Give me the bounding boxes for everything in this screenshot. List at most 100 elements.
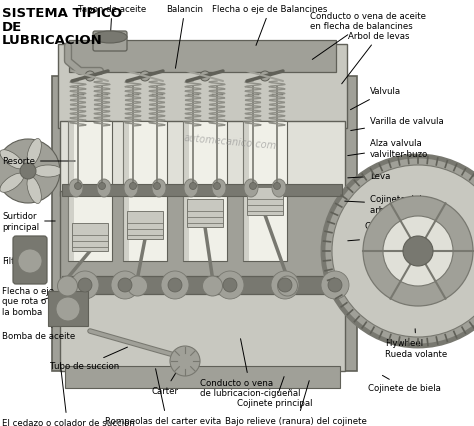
Text: El cedazo o colador de succion
del aceite, evita que la bomba
succione particula: El cedazo o colador de succion del aceit… — [2, 364, 135, 426]
Ellipse shape — [152, 180, 166, 198]
Text: Bomba de aceite: Bomba de aceite — [2, 318, 75, 341]
Ellipse shape — [97, 180, 111, 198]
Circle shape — [161, 271, 189, 299]
Circle shape — [321, 271, 349, 299]
Circle shape — [363, 196, 473, 306]
Text: DE: DE — [2, 21, 22, 34]
Circle shape — [128, 276, 147, 296]
Circle shape — [71, 271, 99, 299]
FancyBboxPatch shape — [13, 236, 47, 284]
Circle shape — [85, 72, 95, 82]
Circle shape — [190, 183, 197, 190]
Text: Cojinete de biela: Cojinete de biela — [368, 375, 441, 393]
Circle shape — [111, 271, 139, 299]
Text: Tubo de succion: Tubo de succion — [50, 347, 128, 371]
Circle shape — [20, 164, 36, 180]
FancyBboxPatch shape — [48, 291, 88, 326]
Ellipse shape — [34, 166, 62, 178]
FancyBboxPatch shape — [123, 122, 167, 262]
Circle shape — [271, 271, 299, 299]
Text: Bajo relieve (ranura) del cojinete
facilita la circulacion del aceite: Bajo relieve (ranura) del cojinete facil… — [225, 381, 367, 426]
FancyBboxPatch shape — [243, 122, 287, 262]
Ellipse shape — [69, 180, 83, 198]
FancyBboxPatch shape — [247, 187, 283, 216]
Ellipse shape — [184, 180, 198, 198]
Text: Filtro: Filtro — [2, 257, 41, 266]
Circle shape — [99, 183, 106, 190]
FancyBboxPatch shape — [52, 77, 357, 371]
Text: Surtidor
principal: Surtidor principal — [2, 212, 55, 231]
Circle shape — [140, 72, 150, 82]
FancyBboxPatch shape — [69, 41, 336, 73]
Text: automecanico.com: automecanico.com — [183, 132, 277, 151]
Text: Rompeolas del carter evita
que el aceite, quede fuera de
area de succion: Rompeolas del carter evita que el aceite… — [105, 369, 233, 426]
Circle shape — [278, 278, 292, 292]
Circle shape — [202, 276, 222, 296]
Circle shape — [216, 271, 244, 299]
FancyBboxPatch shape — [60, 294, 345, 371]
FancyBboxPatch shape — [183, 122, 189, 262]
Circle shape — [57, 276, 78, 296]
FancyBboxPatch shape — [127, 211, 163, 239]
Ellipse shape — [93, 32, 127, 44]
Circle shape — [323, 157, 474, 346]
Text: Conducto o vena
de lubricacion-cigueñal: Conducto o vena de lubricacion-cigueñal — [200, 339, 301, 397]
Text: Cojinete del
arbol de levas: Cojinete del arbol de levas — [345, 195, 431, 214]
FancyBboxPatch shape — [62, 276, 342, 294]
Circle shape — [200, 72, 210, 82]
Circle shape — [223, 278, 237, 292]
Text: Leva: Leva — [348, 172, 391, 181]
FancyBboxPatch shape — [60, 122, 345, 196]
Circle shape — [332, 166, 474, 337]
Text: Valvula: Valvula — [350, 87, 401, 110]
Circle shape — [0, 140, 60, 204]
Text: Flecha o eje
que rota o activa
la bomba: Flecha o eje que rota o activa la bomba — [2, 286, 75, 316]
Circle shape — [249, 183, 256, 190]
Ellipse shape — [0, 150, 24, 170]
Circle shape — [18, 249, 42, 273]
FancyBboxPatch shape — [68, 122, 74, 262]
Circle shape — [170, 346, 200, 376]
Text: Flywheel
Rueda volante: Flywheel Rueda volante — [385, 329, 447, 358]
Circle shape — [273, 183, 281, 190]
FancyBboxPatch shape — [72, 224, 108, 251]
Ellipse shape — [124, 180, 138, 198]
Text: LUBRICACION: LUBRICACION — [2, 34, 103, 47]
Ellipse shape — [272, 180, 286, 198]
Text: Tapon de aceite: Tapon de aceite — [78, 5, 146, 41]
FancyBboxPatch shape — [62, 184, 342, 196]
Text: Resorte: Resorte — [2, 157, 75, 166]
Text: Balancin: Balancin — [166, 5, 203, 69]
FancyBboxPatch shape — [58, 45, 347, 129]
Circle shape — [260, 72, 270, 82]
Text: Carter: Carter — [152, 360, 183, 395]
FancyBboxPatch shape — [60, 192, 345, 296]
Circle shape — [168, 278, 182, 292]
Circle shape — [277, 276, 298, 296]
Circle shape — [328, 278, 342, 292]
Text: Conducto o vena de aceite
en flecha de balancines: Conducto o vena de aceite en flecha de b… — [310, 12, 426, 60]
FancyBboxPatch shape — [93, 32, 127, 52]
Circle shape — [56, 297, 80, 321]
Circle shape — [74, 183, 82, 190]
Circle shape — [213, 183, 220, 190]
FancyBboxPatch shape — [68, 122, 112, 262]
FancyBboxPatch shape — [187, 199, 223, 227]
FancyBboxPatch shape — [183, 122, 227, 262]
Ellipse shape — [212, 180, 226, 198]
Text: Alza valvula
valvilter-buzo: Alza valvula valvilter-buzo — [348, 139, 428, 158]
Text: Flecha o eje de Balancines: Flecha o eje de Balancines — [212, 5, 328, 46]
Ellipse shape — [0, 174, 24, 193]
Text: Arbol de levas: Arbol de levas — [342, 32, 410, 85]
Ellipse shape — [27, 139, 41, 166]
Circle shape — [78, 278, 92, 292]
Circle shape — [154, 183, 161, 190]
Ellipse shape — [27, 177, 41, 204]
Text: Conducto de aceite
al munon principal
del cigueñal: Conducto de aceite al munon principal de… — [348, 222, 449, 251]
FancyBboxPatch shape — [123, 122, 129, 262]
Ellipse shape — [244, 180, 258, 198]
FancyBboxPatch shape — [243, 122, 249, 262]
Circle shape — [383, 216, 453, 286]
Circle shape — [129, 183, 137, 190]
Text: Cojinete principal: Cojinete principal — [237, 377, 313, 407]
